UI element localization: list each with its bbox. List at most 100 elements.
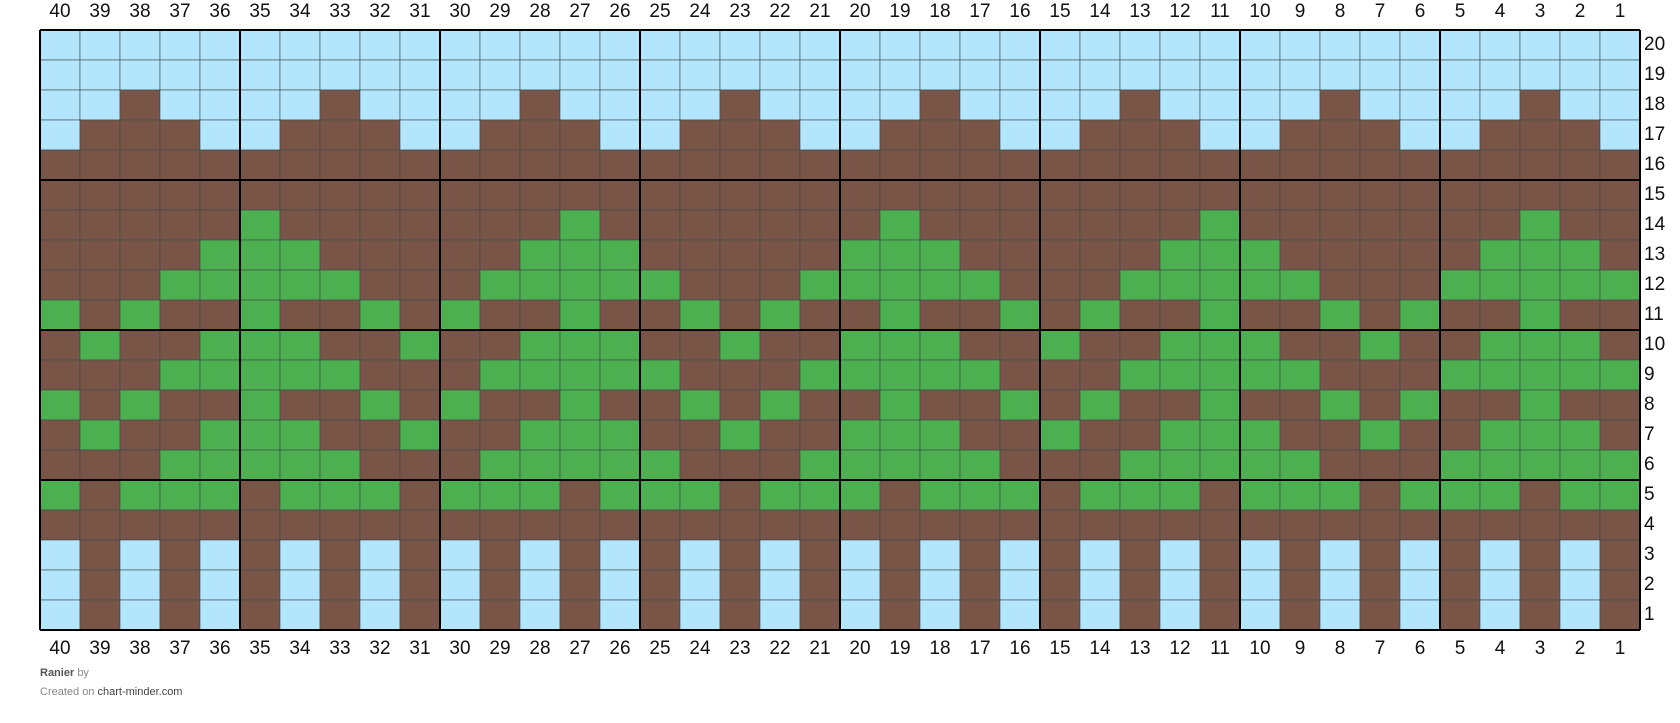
cell [479, 239, 521, 271]
cell [1439, 239, 1481, 271]
cell [1079, 539, 1121, 571]
cell [1319, 29, 1361, 61]
cell [1279, 89, 1321, 121]
cell [359, 89, 401, 121]
cell [39, 239, 81, 271]
cell [1479, 179, 1521, 211]
cell [279, 149, 321, 181]
cell [199, 569, 241, 601]
cell [1359, 149, 1401, 181]
cell [599, 449, 641, 481]
cell [1199, 269, 1241, 301]
cell [199, 149, 241, 181]
cell [1479, 89, 1521, 121]
cell [1479, 449, 1521, 481]
cell [199, 209, 241, 241]
cell [559, 179, 601, 211]
cell [239, 29, 281, 61]
cell [1159, 179, 1201, 211]
cell [359, 59, 401, 91]
cell [1399, 449, 1441, 481]
column-label: 35 [249, 1, 270, 22]
cell [1399, 29, 1441, 61]
cell [1479, 419, 1521, 451]
cell [639, 419, 681, 451]
cell [199, 359, 241, 391]
cell [519, 149, 561, 181]
cell [639, 239, 681, 271]
cell [1039, 269, 1081, 301]
cell [1079, 359, 1121, 391]
cell [839, 419, 881, 451]
cell [479, 179, 521, 211]
cell [879, 179, 921, 211]
cell [799, 329, 841, 361]
cell [1279, 329, 1321, 361]
cell [1239, 269, 1281, 301]
cell [559, 479, 601, 511]
column-label: 7 [1375, 1, 1386, 22]
cell [999, 269, 1041, 301]
cell [1159, 479, 1201, 511]
cell [39, 569, 81, 601]
column-label: 17 [969, 638, 990, 659]
cell [559, 239, 601, 271]
column-label: 12 [1169, 638, 1190, 659]
cell [519, 449, 561, 481]
cell [1159, 89, 1201, 121]
cell [439, 119, 481, 151]
cell [439, 209, 481, 241]
column-label: 20 [849, 638, 870, 659]
cell [1359, 599, 1401, 631]
cell [599, 389, 641, 421]
cell [799, 209, 841, 241]
column-label: 30 [449, 638, 470, 659]
cell [1599, 209, 1641, 241]
row-label: 20 [1644, 34, 1665, 55]
cell [39, 479, 81, 511]
cell [1439, 179, 1481, 211]
cell [1559, 569, 1601, 601]
cell [319, 539, 361, 571]
cell [999, 89, 1041, 121]
cell [1039, 599, 1081, 631]
cell [319, 59, 361, 91]
cell [1159, 59, 1201, 91]
cell [1159, 329, 1201, 361]
column-label: 32 [369, 1, 390, 22]
cell [1519, 329, 1561, 361]
cell [1119, 29, 1161, 61]
cell [759, 239, 801, 271]
cell [679, 569, 721, 601]
cell [479, 539, 521, 571]
cell [639, 269, 681, 301]
cell [39, 89, 81, 121]
row-label: 3 [1644, 544, 1655, 565]
cell [399, 449, 441, 481]
cell [1199, 509, 1241, 541]
cell [799, 539, 841, 571]
cell [1359, 269, 1401, 301]
cell [359, 599, 401, 631]
cell [1199, 539, 1241, 571]
column-label: 5 [1455, 638, 1466, 659]
cell [1559, 599, 1601, 631]
column-label: 16 [1009, 638, 1030, 659]
cell [919, 539, 961, 571]
cell [319, 599, 361, 631]
cell [919, 89, 961, 121]
cell [199, 89, 241, 121]
cell [879, 599, 921, 631]
cell [719, 29, 761, 61]
cell [959, 419, 1001, 451]
cell [1439, 509, 1481, 541]
cell [1199, 29, 1241, 61]
cell [79, 569, 121, 601]
cell [879, 119, 921, 151]
cell [1119, 569, 1161, 601]
cell [1519, 149, 1561, 181]
cell [1239, 389, 1281, 421]
row-label: 7 [1644, 424, 1655, 445]
cell [999, 209, 1041, 241]
cell [559, 29, 601, 61]
